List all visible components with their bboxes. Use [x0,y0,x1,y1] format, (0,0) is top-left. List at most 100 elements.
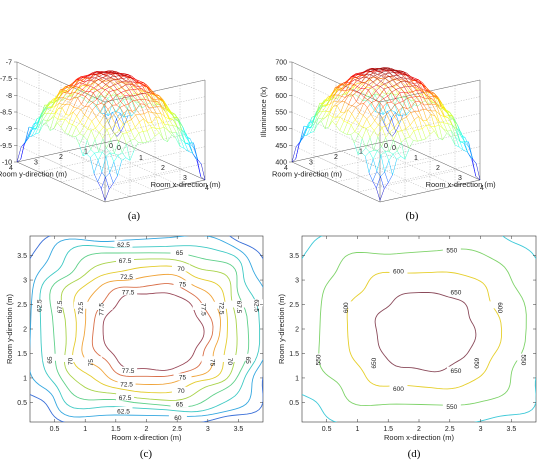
mesh-line [62,92,68,98]
mesh-line [72,111,77,117]
mesh-line [378,117,383,126]
mesh-line [342,85,347,90]
mesh-line [91,97,96,102]
surface-mesh [16,70,206,201]
mesh-line [439,114,445,117]
mesh-line [330,94,335,99]
mesh-line [135,79,140,82]
contour-label-bg [245,299,263,307]
mesh-line [380,72,385,77]
mesh-line [99,88,104,93]
mesh-line [155,128,160,133]
mesh-line [380,83,385,87]
mesh-line [133,83,138,85]
mesh-line [416,90,421,97]
mesh-line [107,71,112,74]
mesh-line [363,107,368,116]
mesh-line [112,112,117,119]
mesh-line [102,88,108,95]
mesh-line [138,105,143,109]
mesh-line [40,104,45,117]
z-tick-label: 500 [275,126,287,133]
contour-label: 550 [520,355,527,366]
mesh-line [41,108,46,114]
x-tick-label: 1 [414,155,418,162]
mesh-line [138,131,144,134]
contour-label: 65 [244,357,251,365]
mesh-line [431,110,436,117]
mesh-line [393,75,398,79]
grid-line [291,61,481,103]
mesh-line [345,89,350,98]
mesh-line [400,80,405,82]
mesh-line [440,106,445,117]
mesh-line [397,88,402,95]
mesh-line [126,80,130,85]
mesh-line [97,90,102,94]
mesh-line [400,87,404,93]
mesh-line [381,73,386,76]
mesh-line [189,142,195,149]
mesh-line [102,151,107,157]
mesh-line [387,111,392,119]
mesh-line [109,81,114,86]
mesh-line [176,132,181,139]
mesh-line [79,82,83,84]
mesh-line [50,102,55,109]
contour-label-bg [117,272,136,280]
mesh-line [397,131,402,143]
mesh-line [159,99,165,102]
mesh-line [404,79,409,84]
mesh-line [76,121,81,128]
contour-label: 70 [68,357,75,365]
mesh-line [115,119,120,125]
mesh-line [379,98,384,102]
mesh-line [136,109,140,115]
mesh-line [385,151,390,153]
mesh-line [374,90,379,96]
mesh-line [101,87,106,90]
mesh-line [74,87,79,93]
mesh-line [394,70,399,72]
mesh-line [369,78,374,82]
mesh-line [95,89,100,93]
mesh-line [377,146,382,151]
mesh-line [94,76,100,79]
mesh-line [435,110,440,115]
mesh-line [444,108,450,116]
mesh-line [114,91,120,97]
mesh-line [337,96,342,103]
mesh-line [440,106,446,109]
mesh-line [313,123,318,132]
contour-label: 77.5 [122,368,135,375]
mesh-line [408,86,413,93]
mesh-line [161,106,166,110]
mesh-line [436,104,441,110]
mesh-line [47,107,52,114]
mesh-line [38,119,44,133]
mesh-line [68,111,74,124]
mesh-line [190,138,195,149]
mesh-line [417,139,422,142]
mesh-line [111,105,117,114]
mesh-line [343,121,348,123]
z-tick-label: -7 [6,60,12,67]
mesh-line [40,108,46,117]
contour-label: 67.5 [235,301,242,314]
mesh-line [405,138,410,149]
contour-label: 72.5 [78,301,85,314]
mesh-line [383,111,388,123]
mesh-line [401,74,406,79]
mesh-line [368,89,373,97]
mesh-line [355,104,361,108]
mesh-line [58,99,63,101]
mesh-line [410,111,415,113]
mesh-line [127,119,132,122]
mesh-line [144,98,150,102]
mesh-line [355,73,360,75]
mesh-line [389,72,394,74]
mesh-line [142,131,147,143]
mesh-line [355,119,360,125]
z-tick-label: -8.5 [0,110,12,117]
mesh-line [351,75,356,78]
